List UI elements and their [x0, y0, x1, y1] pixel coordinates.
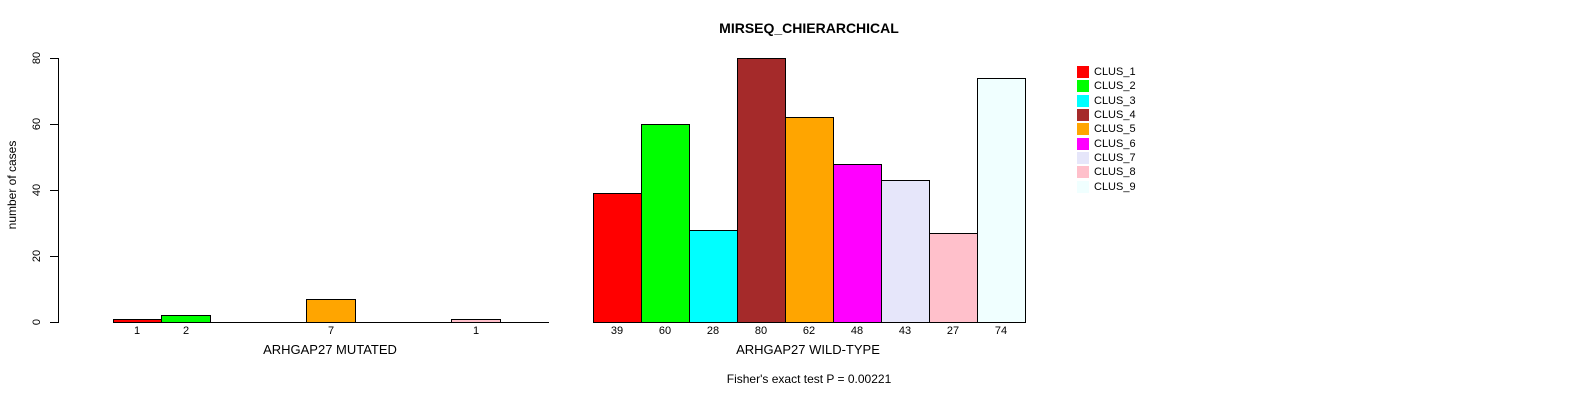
bar-CLUS_5	[785, 117, 834, 323]
bar-CLUS_6	[833, 164, 882, 323]
legend-swatch-CLUS_8	[1077, 166, 1089, 178]
bar-CLUS_2	[161, 315, 211, 323]
bar-value-label: 43	[898, 325, 912, 337]
legend-row: CLUS_6	[1077, 138, 1167, 150]
x-axis-label-wildtype: ARHGAP27 WILD-TYPE	[736, 342, 880, 357]
bar-CLUS_4	[737, 58, 786, 323]
bar-value-label: 28	[706, 325, 720, 337]
y-tick-label: 40	[31, 183, 43, 197]
legend-swatch-CLUS_4	[1077, 109, 1089, 121]
legend-label: CLUS_6	[1094, 138, 1136, 150]
legend-row: CLUS_5	[1077, 123, 1167, 135]
bar-value-label: 74	[994, 325, 1008, 337]
bar-CLUS_1	[593, 193, 642, 323]
bar-value-label: 48	[850, 325, 864, 337]
bar-value-label: 7	[327, 325, 335, 337]
bar-value-label: 2	[182, 325, 190, 337]
legend-label: CLUS_4	[1094, 109, 1136, 121]
bar-CLUS_8	[451, 319, 501, 323]
legend-label: CLUS_8	[1094, 166, 1136, 178]
legend-row: CLUS_7	[1077, 152, 1167, 164]
bar-value-label: 80	[754, 325, 768, 337]
y-axis-tick	[50, 322, 58, 323]
legend-label: CLUS_5	[1094, 123, 1136, 135]
legend-swatch-CLUS_3	[1077, 95, 1089, 107]
legend-swatch-CLUS_1	[1077, 66, 1089, 78]
bar-value-label: 39	[610, 325, 624, 337]
y-axis-tick	[50, 256, 58, 257]
legend-swatch-CLUS_5	[1077, 123, 1089, 135]
y-tick-label: 20	[31, 249, 43, 263]
y-axis-label: number of cases	[5, 140, 19, 230]
legend-label: CLUS_9	[1094, 181, 1136, 193]
y-axis-line	[58, 58, 59, 323]
legend-row: CLUS_8	[1077, 166, 1167, 178]
bar-CLUS_1	[113, 319, 162, 323]
y-tick-label: 0	[31, 318, 43, 326]
chart-title: MIRSEQ_CHIERARCHICAL	[719, 20, 899, 36]
legend-swatch-CLUS_7	[1077, 152, 1089, 164]
x-axis-label-mutated: ARHGAP27 MUTATED	[263, 342, 397, 357]
bar-CLUS_7	[881, 180, 930, 323]
legend-swatch-CLUS_2	[1077, 80, 1089, 92]
legend-row: CLUS_4	[1077, 109, 1167, 121]
legend-row: CLUS_1	[1077, 66, 1167, 78]
y-tick-label: 80	[31, 51, 43, 65]
bar-value-label: 60	[658, 325, 672, 337]
y-axis-tick	[50, 190, 58, 191]
legend-label: CLUS_3	[1094, 95, 1136, 107]
y-tick-label: 60	[31, 117, 43, 131]
legend-row: CLUS_2	[1077, 80, 1167, 92]
legend-swatch-CLUS_9	[1077, 181, 1089, 193]
bar-value-label: 62	[802, 325, 816, 337]
y-axis-tick	[50, 124, 58, 125]
bar-value-label: 1	[133, 325, 141, 337]
y-axis-tick	[50, 58, 58, 59]
legend-row: CLUS_3	[1077, 95, 1167, 107]
bar-CLUS_5	[306, 299, 356, 323]
legend-row: CLUS_9	[1077, 181, 1167, 193]
bar-value-label: 27	[946, 325, 960, 337]
bar-CLUS_8	[929, 233, 978, 323]
bar-CLUS_2	[641, 124, 690, 323]
legend-swatch-CLUS_6	[1077, 138, 1089, 150]
bar-value-label: 1	[472, 325, 480, 337]
footnote-pvalue: Fisher's exact test P = 0.00221	[726, 372, 892, 386]
bar-CLUS_3	[689, 230, 738, 323]
legend-label: CLUS_2	[1094, 80, 1136, 92]
bar-CLUS_9	[977, 78, 1026, 323]
legend-label: CLUS_7	[1094, 152, 1136, 164]
legend-label: CLUS_1	[1094, 66, 1136, 78]
